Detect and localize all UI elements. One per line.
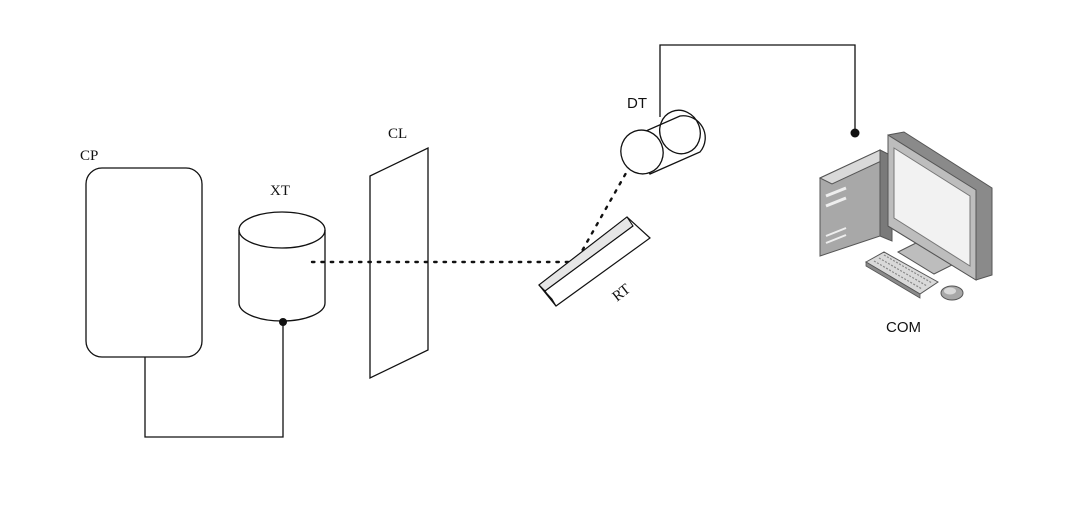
xt-tube: XT xyxy=(238,183,326,322)
dt-label: DT xyxy=(627,95,647,112)
cp-unit: CP xyxy=(80,148,203,358)
rt-label: RT xyxy=(610,281,634,305)
xt-connector-dot xyxy=(279,318,287,326)
dt-detector: DT xyxy=(620,95,706,175)
xt-label: XT xyxy=(270,183,290,199)
diffracted-beam xyxy=(576,164,632,260)
com-computer-icon: COM xyxy=(818,131,993,336)
cp-xt-cable xyxy=(144,322,284,438)
cl-collimator: CL xyxy=(369,126,429,380)
com-label: COM xyxy=(886,319,921,336)
dt-com-cable xyxy=(659,44,856,133)
cl-label: CL xyxy=(388,126,407,142)
com-connector-dot xyxy=(850,128,860,138)
cp-label: CP xyxy=(80,148,98,164)
